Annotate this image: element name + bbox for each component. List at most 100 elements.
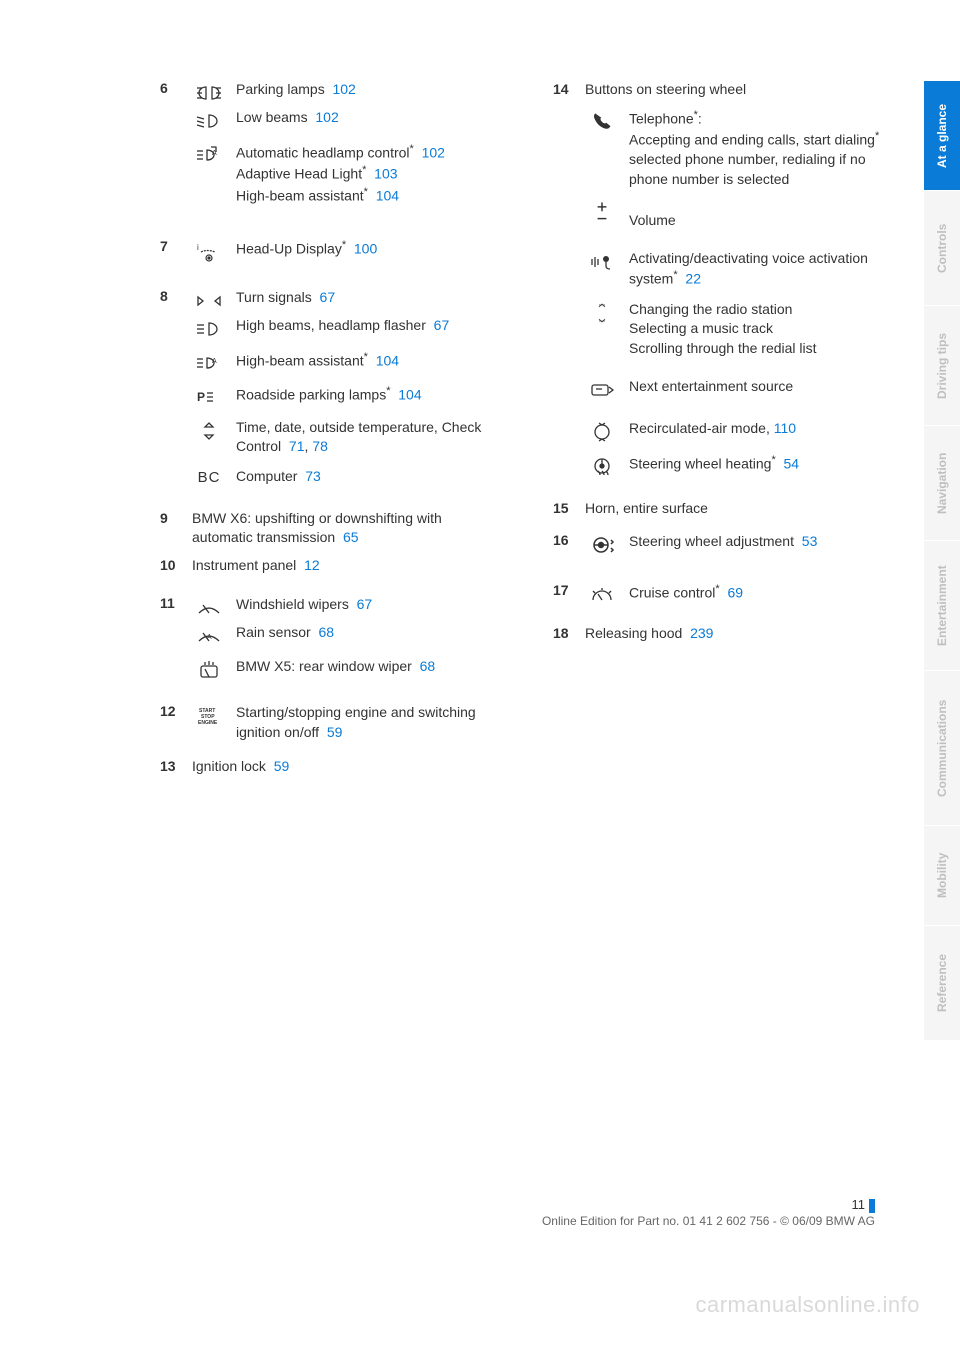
- tab-mobility[interactable]: Mobility: [924, 825, 960, 925]
- start-stop-icon: STARTSTOPENGINE: [192, 703, 226, 727]
- footnote-star: *: [342, 239, 346, 251]
- text: Parking lamps 102: [236, 80, 503, 100]
- page-ref[interactable]: 68: [318, 624, 334, 640]
- svg-text:A: A: [212, 150, 217, 157]
- text: High-beam assistant* 104: [236, 350, 503, 371]
- up-down-icon: [192, 418, 226, 442]
- label: Adaptive Head Light: [236, 166, 362, 182]
- footnote-star: *: [771, 454, 775, 466]
- text: Windshield wipers 67: [236, 595, 503, 615]
- page-ref[interactable]: 239: [690, 625, 713, 641]
- item-9: 9 BMW X6: upshifting or downshifting wit…: [160, 509, 503, 548]
- page-ref[interactable]: 67: [434, 317, 450, 333]
- svg-text:A: A: [207, 634, 212, 641]
- section-tabs: At a glance Controls Driving tips Naviga…: [924, 0, 960, 1358]
- wiper-icon: [192, 595, 226, 619]
- page-ref[interactable]: 65: [343, 529, 359, 545]
- page-ref[interactable]: 110: [774, 420, 796, 436]
- item-number: 13: [160, 757, 182, 777]
- text: BMW X6: upshifting or downshifting with …: [192, 509, 503, 548]
- tab-navigation[interactable]: Navigation: [924, 425, 960, 540]
- tab-at-a-glance[interactable]: At a glance: [924, 80, 960, 190]
- footnote-star: *: [875, 130, 879, 142]
- text: BMW X5: rear window wiper 68: [236, 657, 503, 677]
- high-beams-icon: [192, 316, 226, 340]
- label: Recirculated-air mode,: [629, 420, 774, 436]
- high-beam-assist-icon: A: [192, 350, 226, 374]
- text: Starting/stopping engine and switching i…: [236, 703, 503, 742]
- volume-icon: [585, 199, 619, 223]
- parking-lamps-icon: [192, 80, 226, 104]
- item-number: 16: [553, 532, 575, 548]
- roadside-parking-icon: P: [192, 384, 226, 408]
- item-17: 17 Cruise control* 69: [553, 582, 896, 606]
- footnote-star: *: [673, 269, 677, 281]
- page-ref[interactable]: 59: [327, 724, 343, 740]
- rear-wiper-icon: [192, 657, 226, 681]
- page-ref[interactable]: 104: [376, 187, 399, 203]
- page-ref[interactable]: 67: [320, 289, 336, 305]
- svg-text:ENGINE: ENGINE: [198, 720, 218, 726]
- tab-entertainment[interactable]: Entertainment: [924, 540, 960, 670]
- item-number: 11: [160, 595, 182, 611]
- text: Releasing hood 239: [585, 624, 896, 644]
- text: Recirculated-air mode, 110: [629, 419, 896, 439]
- page-ref[interactable]: 104: [376, 352, 399, 368]
- svg-text:P: P: [197, 390, 205, 404]
- item-number: 18: [553, 624, 575, 644]
- page-ref[interactable]: 73: [305, 468, 321, 484]
- tab-driving-tips[interactable]: Driving tips: [924, 305, 960, 425]
- page-ref[interactable]: 67: [357, 596, 373, 612]
- wheel-adjust-icon: [585, 532, 619, 556]
- page-ref[interactable]: 103: [374, 166, 397, 182]
- label: Accepting and ending calls, start dialin…: [629, 132, 875, 148]
- label: High beams, headlamp flasher: [236, 317, 426, 333]
- label: Volume: [629, 199, 896, 231]
- hud-icon: i: [192, 238, 226, 262]
- label: Turn signals: [236, 289, 312, 305]
- low-beams-icon: [192, 108, 226, 132]
- label: Instrument panel: [192, 557, 296, 573]
- page-marker: [869, 1199, 875, 1213]
- recirculate-icon: [585, 419, 619, 443]
- item-11-rain: A Rain sensor 68: [192, 623, 503, 647]
- page-ref[interactable]: 71: [289, 438, 305, 454]
- footnote-star: *: [410, 143, 414, 155]
- label: Telephone: [629, 110, 694, 126]
- page-ref[interactable]: 59: [274, 758, 290, 774]
- item-13: 13 Ignition lock 59: [160, 757, 503, 777]
- page-ref[interactable]: 102: [332, 81, 355, 97]
- label: Parking lamps: [236, 81, 325, 97]
- page-ref[interactable]: 78: [312, 438, 328, 454]
- item-11-rear-wiper: BMW X5: rear window wiper 68: [192, 657, 503, 681]
- page-ref[interactable]: 68: [420, 658, 436, 674]
- page-ref[interactable]: 102: [315, 109, 338, 125]
- item-number: 15: [553, 499, 575, 519]
- page-ref[interactable]: 100: [354, 240, 377, 256]
- item-6: 6 Parking lamps 102: [160, 80, 503, 104]
- tab-controls[interactable]: Controls: [924, 190, 960, 305]
- page-ref[interactable]: 104: [398, 386, 421, 402]
- tab-reference[interactable]: Reference: [924, 925, 960, 1040]
- text: Automatic headlamp control* 102 Adaptive…: [236, 142, 503, 206]
- page-ref[interactable]: 22: [685, 271, 701, 287]
- item-14-telephone: Telephone*: Accepting and ending calls, …: [585, 108, 896, 190]
- label2: selected phone number, redialing if no p…: [629, 151, 866, 187]
- text: Activating/deactivating voice acti­vatio…: [629, 249, 896, 290]
- tab-communications[interactable]: Communications: [924, 670, 960, 825]
- page-ref[interactable]: 53: [802, 533, 818, 549]
- heading: Buttons on steering wheel: [585, 80, 896, 100]
- text: Steering wheel adjustment 53: [629, 532, 896, 552]
- text: Low beams 102: [236, 108, 503, 128]
- page-ref[interactable]: 69: [727, 585, 743, 601]
- page-ref[interactable]: 54: [784, 455, 800, 471]
- page-ref[interactable]: 102: [422, 145, 445, 161]
- label: High-beam assistant: [236, 187, 364, 203]
- page-ref[interactable]: 12: [304, 557, 320, 573]
- label: BMW X6: upshifting or downshifting with …: [192, 510, 442, 546]
- item-6-auto-headlamp: A Automatic headlamp control* 102 Adapti…: [192, 142, 503, 206]
- rain-sensor-icon: A: [192, 623, 226, 647]
- item-18: 18 Releasing hood 239: [553, 624, 896, 644]
- text: Steering wheel heating* 54: [629, 453, 896, 474]
- item-14-heating: Steering wheel heating* 54: [585, 453, 896, 477]
